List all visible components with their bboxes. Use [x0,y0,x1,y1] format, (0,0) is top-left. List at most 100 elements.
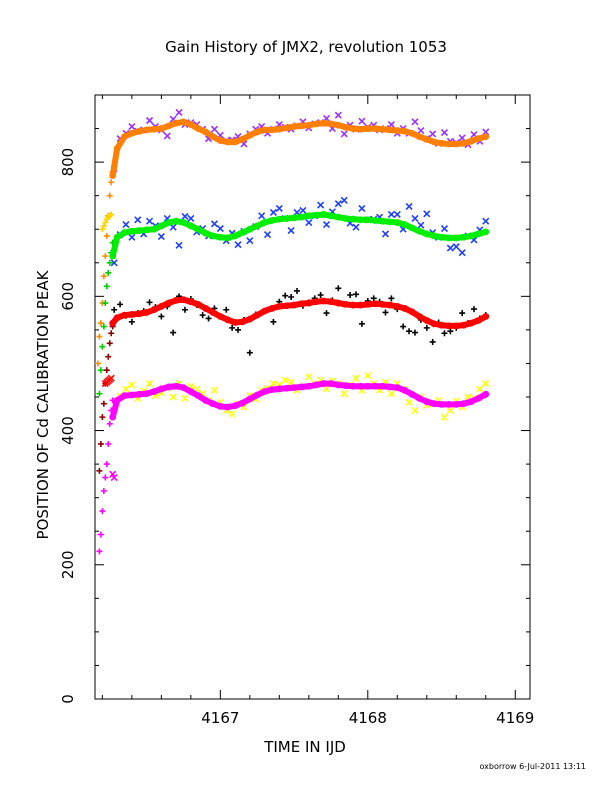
data-point [446,406,454,414]
curve-point [290,123,298,130]
data-point [170,329,177,336]
curve-point [305,121,313,129]
data-point [210,220,219,228]
data-point [145,116,154,125]
data-point [440,413,449,421]
curve-point [445,400,453,408]
curve-point [445,234,453,242]
curve-point [224,316,232,324]
y-tick-label: 200 [59,550,77,579]
data-point [340,196,348,204]
data-point [234,241,242,249]
curve-point [305,382,313,390]
curve-point [349,215,357,223]
data-point [287,226,295,235]
data-point [275,204,283,212]
curve-point [467,398,475,406]
data-point [128,122,136,131]
data-point [107,374,115,382]
curve-point [379,217,386,225]
curve-point [364,216,372,224]
series-9 [101,374,115,388]
curve-point [474,230,482,238]
data-point [102,219,109,226]
data-point [400,323,407,330]
data-point [440,224,449,233]
data-point [340,130,348,138]
data-point [106,192,113,199]
curve-point [312,120,320,128]
curve-point [438,321,445,329]
data-point [169,223,177,231]
curve-point [416,313,423,320]
data-point [405,202,413,210]
curve-point [121,229,128,236]
data-point [157,233,165,241]
curve-point [253,222,261,230]
series-6 [110,371,490,421]
series-7 [96,397,116,555]
curve-point [143,390,151,398]
data-point [417,127,425,135]
curve-point [364,125,372,132]
data-point [96,467,103,474]
data-point [388,295,395,302]
data-point [288,294,295,301]
curve-point [268,305,276,312]
data-point [441,330,448,337]
curve-point [327,120,335,128]
curve-point [128,129,136,137]
curve-point [268,217,276,224]
data-point [246,349,253,356]
curve-point [275,385,283,393]
data-point [158,313,165,320]
curve-point [135,390,143,398]
curve-point [401,221,409,228]
data-point [458,134,466,142]
curve-point [113,233,121,241]
curve-point [202,305,209,312]
data-point [181,212,189,221]
data-point [258,212,266,220]
curve-point [239,399,246,407]
curve-point [239,318,246,326]
curve-point [216,402,224,410]
data-point [322,385,331,393]
data-point [299,206,307,214]
data-point [181,306,188,313]
y-tick-label: 400 [59,416,77,445]
curve-point [342,300,350,308]
curve-point [209,232,217,240]
x-axis-ticks: 4167 4168 4169 [101,95,534,727]
curve-point [128,391,136,399]
curve-point [371,217,379,224]
curve-point [157,303,165,310]
curve-point [327,298,335,306]
curve-point [460,233,468,241]
data-point [334,200,342,208]
data-point [423,324,430,331]
data-point [352,374,360,382]
data-point [263,231,272,239]
curve-point [445,322,453,330]
curve-point [460,321,468,329]
data-point [175,241,183,249]
curve-point [386,383,394,391]
curve-point [172,217,180,225]
data-point [100,400,107,407]
data-point [102,474,109,481]
data-point [370,295,377,302]
data-point [411,329,418,336]
curve-point [423,230,431,238]
curve-point [187,298,195,306]
y-tick-label: 0 [59,694,77,704]
data-point [117,301,124,308]
curve-point [121,311,128,319]
curve-point [172,382,180,390]
data-point [103,283,110,290]
curve-point [482,228,490,236]
curve-point [150,388,158,396]
data-point [382,309,389,316]
data-point [364,371,372,380]
data-point [106,259,113,266]
